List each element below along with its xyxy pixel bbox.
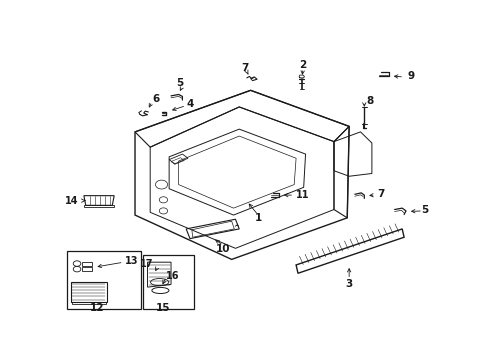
Bar [67, 251, 141, 309]
Text: 17: 17 [140, 258, 153, 269]
Text: 5: 5 [421, 205, 427, 215]
Text: 4: 4 [186, 99, 193, 109]
Text: 2: 2 [299, 60, 306, 70]
Text: 8: 8 [366, 96, 373, 107]
Text: 14: 14 [65, 195, 79, 206]
Text: 3: 3 [345, 279, 352, 289]
Text: 12: 12 [90, 303, 104, 314]
Text: 7: 7 [376, 189, 384, 199]
Text: 15: 15 [155, 303, 170, 314]
Text: 5: 5 [176, 78, 183, 88]
Text: 1: 1 [254, 213, 261, 223]
Text: 10: 10 [216, 244, 230, 254]
Text: 11: 11 [296, 190, 309, 200]
Text: 6: 6 [152, 94, 159, 104]
Text: 7: 7 [241, 63, 248, 73]
Text: 9: 9 [407, 72, 414, 81]
Text: 13: 13 [124, 256, 138, 266]
Bar [142, 255, 193, 309]
Text: 16: 16 [166, 271, 179, 281]
